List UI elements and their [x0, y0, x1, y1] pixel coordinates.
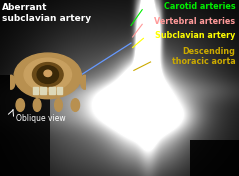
Ellipse shape [81, 75, 88, 89]
Bar [33, 87, 38, 94]
Ellipse shape [33, 63, 63, 87]
Ellipse shape [14, 53, 81, 99]
Text: Carotid arteries: Carotid arteries [164, 2, 235, 11]
Text: Subclavian artery: Subclavian artery [155, 31, 235, 40]
Ellipse shape [37, 66, 59, 83]
Ellipse shape [33, 99, 41, 111]
Ellipse shape [16, 99, 24, 111]
Text: Aberrant: Aberrant [2, 3, 47, 12]
Ellipse shape [7, 75, 15, 89]
Ellipse shape [71, 99, 80, 111]
Bar [40, 87, 45, 94]
Text: Vertebral arteries: Vertebral arteries [154, 17, 235, 26]
Text: Oblique view: Oblique view [16, 114, 66, 122]
Ellipse shape [24, 58, 71, 91]
Bar [57, 87, 62, 94]
Ellipse shape [44, 70, 52, 77]
Ellipse shape [55, 99, 62, 111]
Text: Descending
thoracic aorta: Descending thoracic aorta [172, 47, 235, 66]
Text: subclavian artery: subclavian artery [2, 14, 91, 23]
Bar [49, 87, 55, 94]
